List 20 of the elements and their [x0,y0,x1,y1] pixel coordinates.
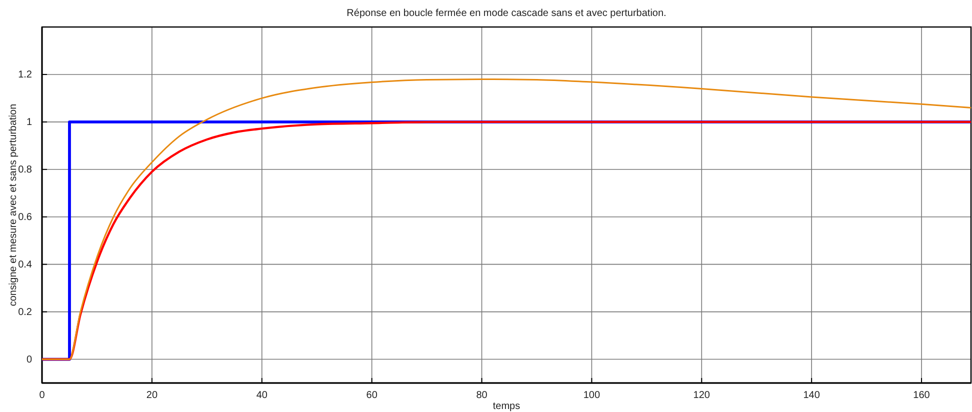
y-tick-label: 0 [26,354,32,366]
y-tick-label: 0.4 [18,260,32,271]
y-tick-label: 1 [26,117,32,128]
x-axis-title: temps [492,401,520,412]
x-tick-label: 160 [913,390,930,402]
x-tick-label: 0 [39,390,46,402]
y-tick-label: 1.2 [18,70,32,81]
y-tick-label: 0.6 [18,212,32,224]
y-axis-title: consigne et mesure avec et sans perturbation [8,104,19,306]
x-tick-label: 100 [583,390,600,402]
chart-title: Réponse en boucle fermée en mode cascade sans et avec perturbation. [346,8,666,19]
line-series [41,78,972,360]
x-tick-label: 120 [693,390,710,402]
y-tick-label: 0.2 [18,307,32,318]
y-tick-label: 0.8 [18,164,32,176]
x-tick-label: 140 [803,390,820,402]
x-tick-label: 80 [476,390,488,402]
x-tick-label: 20 [146,390,158,402]
x-tick-label: 60 [366,390,378,402]
x-tick-label: 40 [256,390,268,402]
